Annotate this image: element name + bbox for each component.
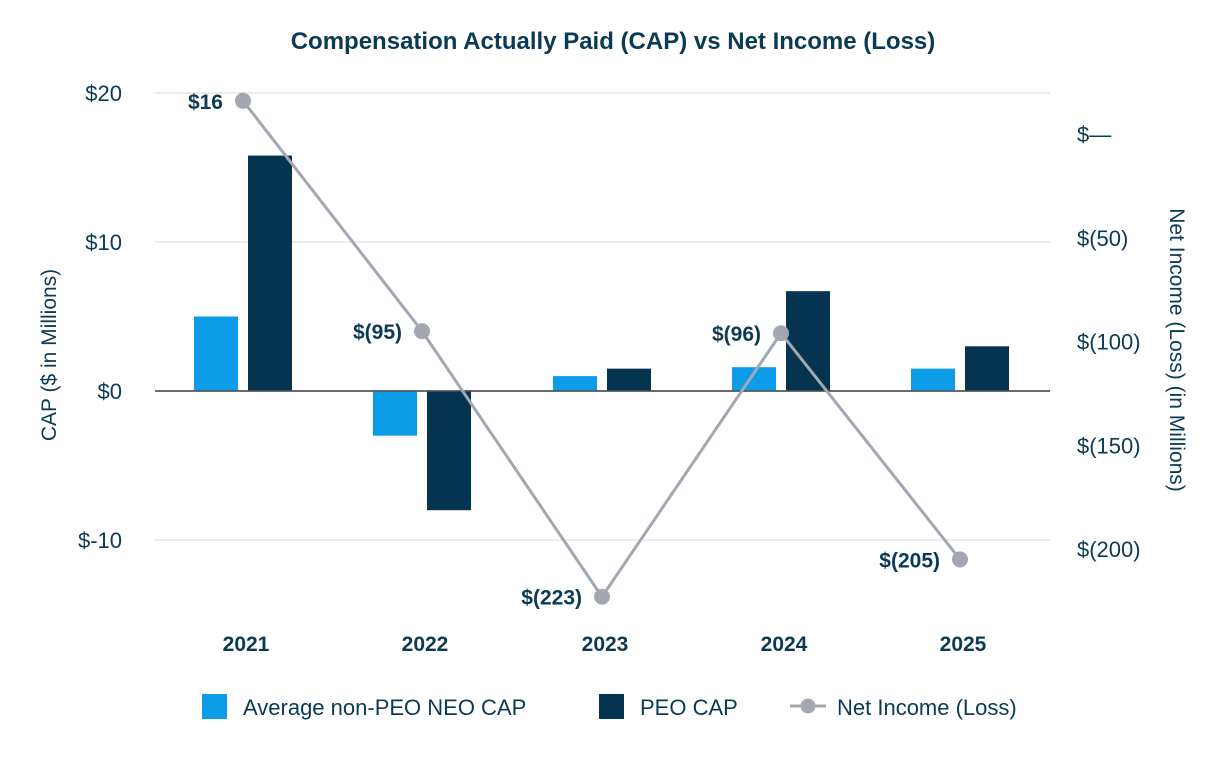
x-tick-label: 2024 [761,633,808,656]
legend-swatch-neo-cap [202,694,227,719]
legend-swatch-peo-cap [599,694,624,719]
net-income-line-path [241,99,962,600]
legend-label-net-income: Net Income (Loss) [837,695,1017,720]
neo-cap-bar-2024 [732,367,776,391]
x-axis-ticks: 2021 2022 2023 2024 2025 [223,633,987,656]
x-tick-label: 2021 [223,633,270,656]
left-axis-title: CAP ($ in Millions) [38,269,61,441]
net-income-line: $16 $(95) $(223) $(96) $(205) [188,91,968,610]
neo-cap-bar-2023 [553,376,597,391]
net-income-point-2025 [952,551,968,568]
legend: Average non-PEO NEO CAP PEO CAP Net Income… [202,694,1017,720]
peo-cap-bar-2025 [965,346,1009,391]
neo-cap-bar-2021 [194,316,238,391]
x-tick-label: 2025 [940,633,987,656]
net-income-point-2024 [773,325,789,342]
right-tick-label: $— [1077,122,1111,147]
right-tick-label: $(200) [1077,537,1141,562]
legend-label-neo-cap: Average non-PEO NEO CAP [243,695,526,720]
x-tick-label: 2022 [402,633,449,656]
net-income-label-2025: $(205) [879,549,940,572]
right-tick-label: $(150) [1077,433,1141,458]
bars [155,155,1050,511]
net-income-label-2024: $(96) [712,323,761,346]
net-income-label-2023: $(223) [521,587,582,610]
neo-cap-bar-2022 [373,391,417,436]
legend-marker-net-income [800,698,816,714]
right-tick-label: $(50) [1077,226,1128,251]
left-axis-ticks: $20 $10 $0 $-10 [78,81,122,553]
chart-title: Compensation Actually Paid (CAP) vs Net … [291,28,936,55]
net-income-point-2021 [235,92,251,109]
peo-cap-bar-2022 [427,391,471,511]
net-income-point-2022 [414,323,430,340]
left-tick-label: $20 [85,81,122,106]
left-tick-label: $-10 [78,528,122,553]
left-tick-label: $0 [98,379,122,404]
neo-cap-bar-2025 [911,368,955,391]
legend-label-peo-cap: PEO CAP [640,695,738,720]
peo-cap-bar-2024 [786,291,830,391]
peo-cap-bar-2021 [248,155,292,391]
right-axis-title: Net Income (Loss) (in Millions) [1165,208,1188,492]
left-tick-label: $10 [85,230,122,255]
peo-cap-bar-2023 [607,368,651,391]
right-tick-label: $(100) [1077,330,1141,355]
net-income-label-2021: $16 [188,91,223,114]
net-income-point-2023 [594,588,610,605]
right-axis-ticks: $— $(50) $(100) $(150) $(200) [1077,122,1141,562]
net-income-label-2022: $(95) [353,321,402,344]
x-tick-label: 2023 [582,633,629,656]
